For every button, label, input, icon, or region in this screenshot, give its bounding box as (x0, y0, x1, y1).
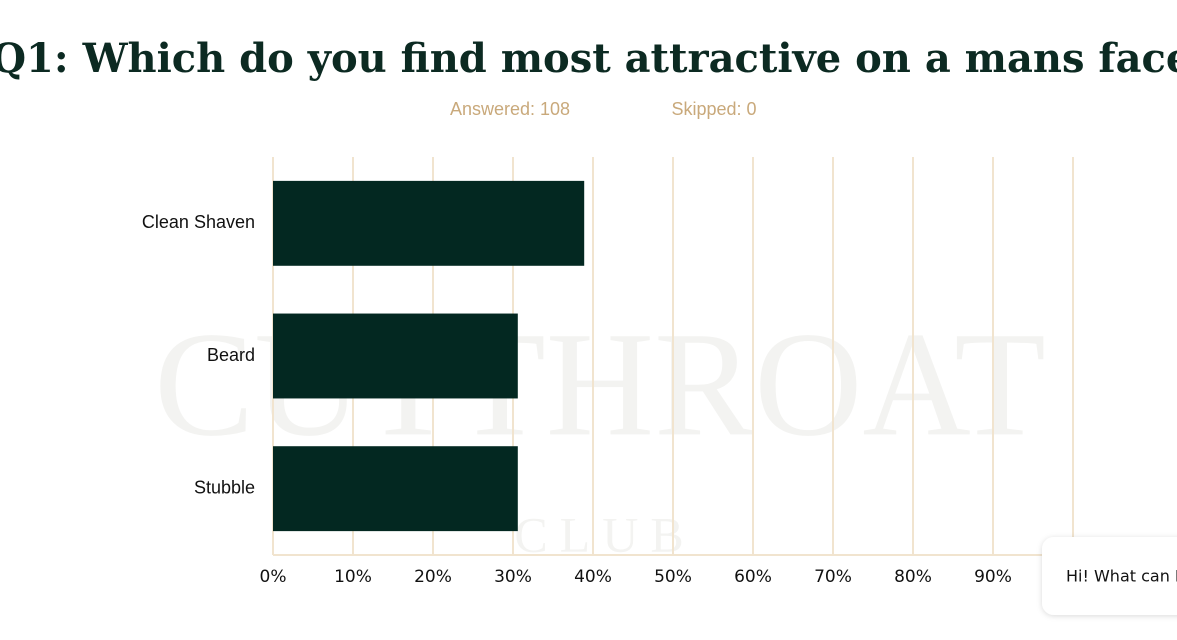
y-tick-label: Beard (207, 345, 255, 365)
x-tick-label: 70% (814, 567, 852, 587)
bar (273, 180, 585, 266)
chart-title: Q1: Which do you find most attractive on… (0, 35, 1177, 82)
x-tick-label: 0% (260, 567, 287, 587)
x-tick-label: 90% (974, 567, 1012, 587)
skipped: Skipped: 0 (671, 99, 756, 119)
y-tick-label: Clean Shaven (142, 212, 255, 232)
x-tick-label: 30% (494, 567, 532, 587)
x-tick-label: 10% (334, 567, 372, 587)
x-tick-label: 40% (574, 567, 612, 587)
chat-bubble[interactable] (1042, 537, 1177, 615)
plot: 0% 10% 20% 30% 40% 50% 60% 70% 80% 90% Clean Shave… (142, 157, 1074, 587)
y-tick-label: Stubble (194, 477, 255, 497)
answered: Answered: 108 (450, 99, 570, 119)
x-tick-label: 20% (414, 567, 452, 587)
bar (273, 313, 518, 399)
chat-widget[interactable]: Hi! What can I (1042, 537, 1177, 615)
watermark-sub: CLUB (514, 506, 695, 562)
x-tick-label: 50% (654, 567, 692, 587)
x-tick-label: 80% (894, 567, 932, 587)
chat-text[interactable]: Hi! What can I (1066, 567, 1177, 586)
bar (273, 446, 518, 532)
x-tick-label: 60% (734, 567, 772, 587)
